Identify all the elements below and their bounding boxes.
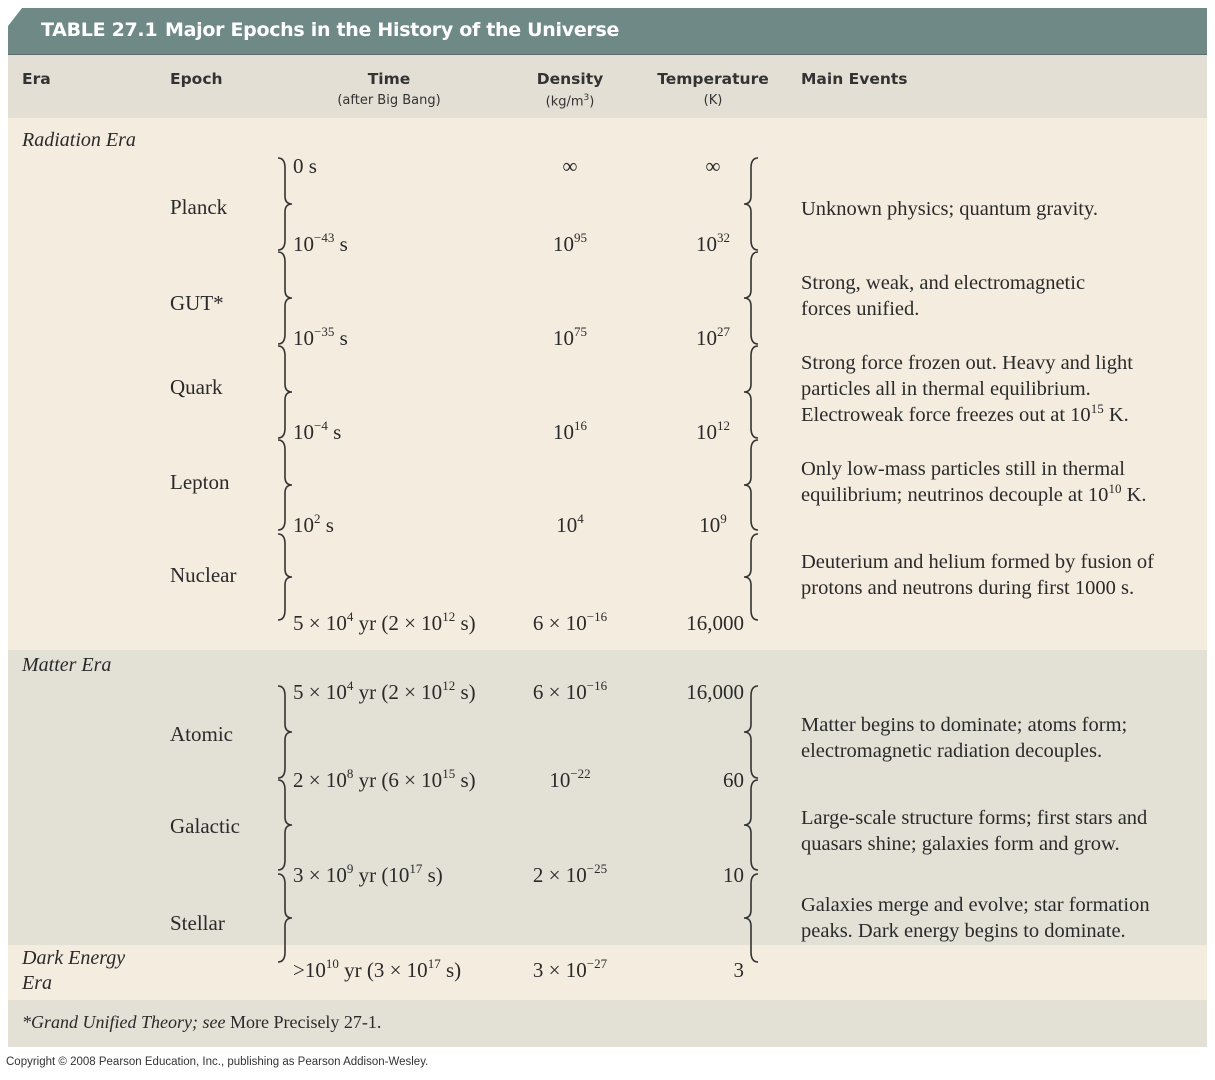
header-density-sub: (kg/m3): [546, 93, 595, 109]
main-event-line: Electroweak force freezes out at 1015 K.: [801, 401, 1129, 426]
main-event-line: Strong, weak, and electromagnetic: [801, 272, 1086, 294]
epoch-galactic: Galactic: [170, 814, 240, 838]
right-brace: [743, 873, 759, 963]
main-event-line: particles all in thermal equilibrium.: [801, 378, 1091, 400]
radiation-era-section: [8, 118, 1207, 650]
density-value: 104: [556, 511, 584, 537]
era-matter: Matter Era: [22, 654, 112, 676]
density-value: 1016: [553, 418, 587, 444]
footnote-section: [8, 1000, 1207, 1047]
copyright: Copyright © 2008 Pearson Education, Inc.…: [6, 1056, 429, 1068]
temperature-value: 109: [699, 511, 727, 537]
header-era: Era: [22, 70, 51, 88]
density-value: 10−22: [549, 766, 591, 792]
time-value: 5 × 104 yr (2 × 1012 s): [293, 678, 476, 704]
time-value: 3 × 109 yr (1017 s): [293, 861, 443, 887]
left-brace: [277, 779, 293, 871]
header-temperature-sub: (K): [703, 93, 723, 108]
main-event-line: Unknown physics; quantum gravity.: [801, 198, 1099, 220]
main-event-line: peaks. Dark energy begins to dominate.: [801, 920, 1126, 942]
time-value: 10−35 s: [293, 324, 348, 350]
main-event-line: Galaxies merge and evolve; star formatio…: [801, 894, 1150, 916]
time-value: 5 × 104 yr (2 × 1012 s): [293, 609, 476, 635]
temperature-value: 3: [733, 958, 745, 982]
time-value: 0 s: [293, 154, 317, 178]
main-event-line: electromagnetic radiation decouples.: [801, 740, 1103, 762]
time-value: 2 × 108 yr (6 × 1015 s): [293, 766, 476, 792]
left-brace: [277, 439, 293, 531]
temperature-value: 1027: [696, 324, 730, 350]
time-value: >1010 yr (3 × 1017 s): [293, 956, 462, 982]
density-value: 6 × 10−16: [532, 609, 608, 635]
right-brace: [743, 251, 759, 345]
density-value: 1095: [553, 230, 587, 256]
main-event-line: Matter begins to dominate; atoms form;: [801, 714, 1128, 736]
main-event-line: Only low-mass particles still in thermal: [801, 458, 1125, 480]
dark-energy-era-section: [8, 945, 1207, 1000]
right-brace: [743, 533, 759, 621]
density-value: ∞: [562, 154, 578, 178]
temperature-value: 16,000: [686, 611, 744, 635]
density-value: 1075: [553, 324, 587, 350]
main-event-line: forces unified.: [801, 298, 920, 320]
footnote: *Grand Unified Theory; see More Precisel…: [22, 1012, 381, 1033]
header-epoch: Epoch: [170, 70, 223, 88]
epoch-atomic: Atomic: [170, 722, 233, 746]
temperature-value: 1012: [696, 418, 730, 444]
table-title-bar: TABLE 27.1 Major Epochs in the History o…: [8, 8, 1207, 54]
epoch-gut: GUT*: [170, 291, 224, 315]
table-number: TABLE 27.1: [41, 19, 158, 41]
density-value: 2 × 10−25: [532, 861, 608, 887]
header-time: Time: [367, 70, 411, 88]
era-dark-energy: Dark Energy Era: [22, 947, 126, 994]
left-brace: [277, 873, 293, 963]
epoch-lepton: Lepton: [170, 470, 230, 494]
main-event-line: Large-scale structure forms; first stars…: [801, 807, 1148, 829]
density-unit-close: ): [589, 94, 595, 110]
time-value: 10−4 s: [293, 418, 342, 444]
left-brace: [277, 345, 293, 439]
header-main-events: Main Events: [801, 70, 908, 88]
left-brace: [277, 251, 293, 345]
left-brace: [277, 685, 293, 779]
right-brace: [743, 345, 759, 439]
temperature-value: 10: [723, 863, 744, 887]
density-unit-exp: 3: [583, 93, 590, 103]
time-value: 10−43 s: [293, 230, 348, 256]
density-unit: (kg/m: [545, 94, 584, 110]
density-value: 6 × 10−16: [532, 678, 608, 704]
right-brace: [743, 439, 759, 531]
temperature-value: 60: [723, 768, 744, 792]
right-brace: [743, 685, 759, 779]
matter-era-section: [8, 650, 1207, 945]
right-brace: [743, 779, 759, 871]
temperature-value: 16,000: [686, 680, 744, 704]
main-event-line: quasars shine; galaxies form and grow.: [801, 833, 1120, 855]
temperature-value: 1032: [696, 230, 730, 256]
epoch-quark: Quark: [170, 375, 223, 399]
main-event-line: Deuterium and helium formed by fusion of: [801, 551, 1154, 573]
table-title: Major Epochs in the History of the Unive…: [165, 19, 620, 41]
header-time-sub: (after Big Bang): [337, 93, 441, 108]
temperature-value: ∞: [705, 154, 721, 178]
main-event-line: protons and neutrons during first 1000 s…: [801, 577, 1135, 599]
main-event-line: equilibrium; neutrinos decouple at 1010 …: [801, 481, 1147, 506]
epoch-planck: Planck: [170, 195, 228, 219]
header-temperature: Temperature: [657, 70, 769, 88]
header-row: [8, 54, 1207, 119]
epoch-nuclear: Nuclear: [170, 563, 237, 587]
epoch-stellar: Stellar: [170, 911, 225, 935]
density-value: 3 × 10−27: [532, 956, 608, 982]
main-event-line: Strong force frozen out. Heavy and light: [801, 352, 1133, 374]
era-radiation: Radiation Era: [22, 129, 136, 151]
footnote-reference: More Precisely 27-1.: [229, 1012, 382, 1032]
left-brace: [277, 157, 293, 251]
header-density: Density: [536, 70, 604, 88]
time-value: 102 s: [293, 511, 334, 537]
right-brace: [743, 157, 759, 251]
footnote-italic: *Grand Unified Theory; see: [22, 1012, 230, 1032]
left-brace: [277, 533, 293, 621]
